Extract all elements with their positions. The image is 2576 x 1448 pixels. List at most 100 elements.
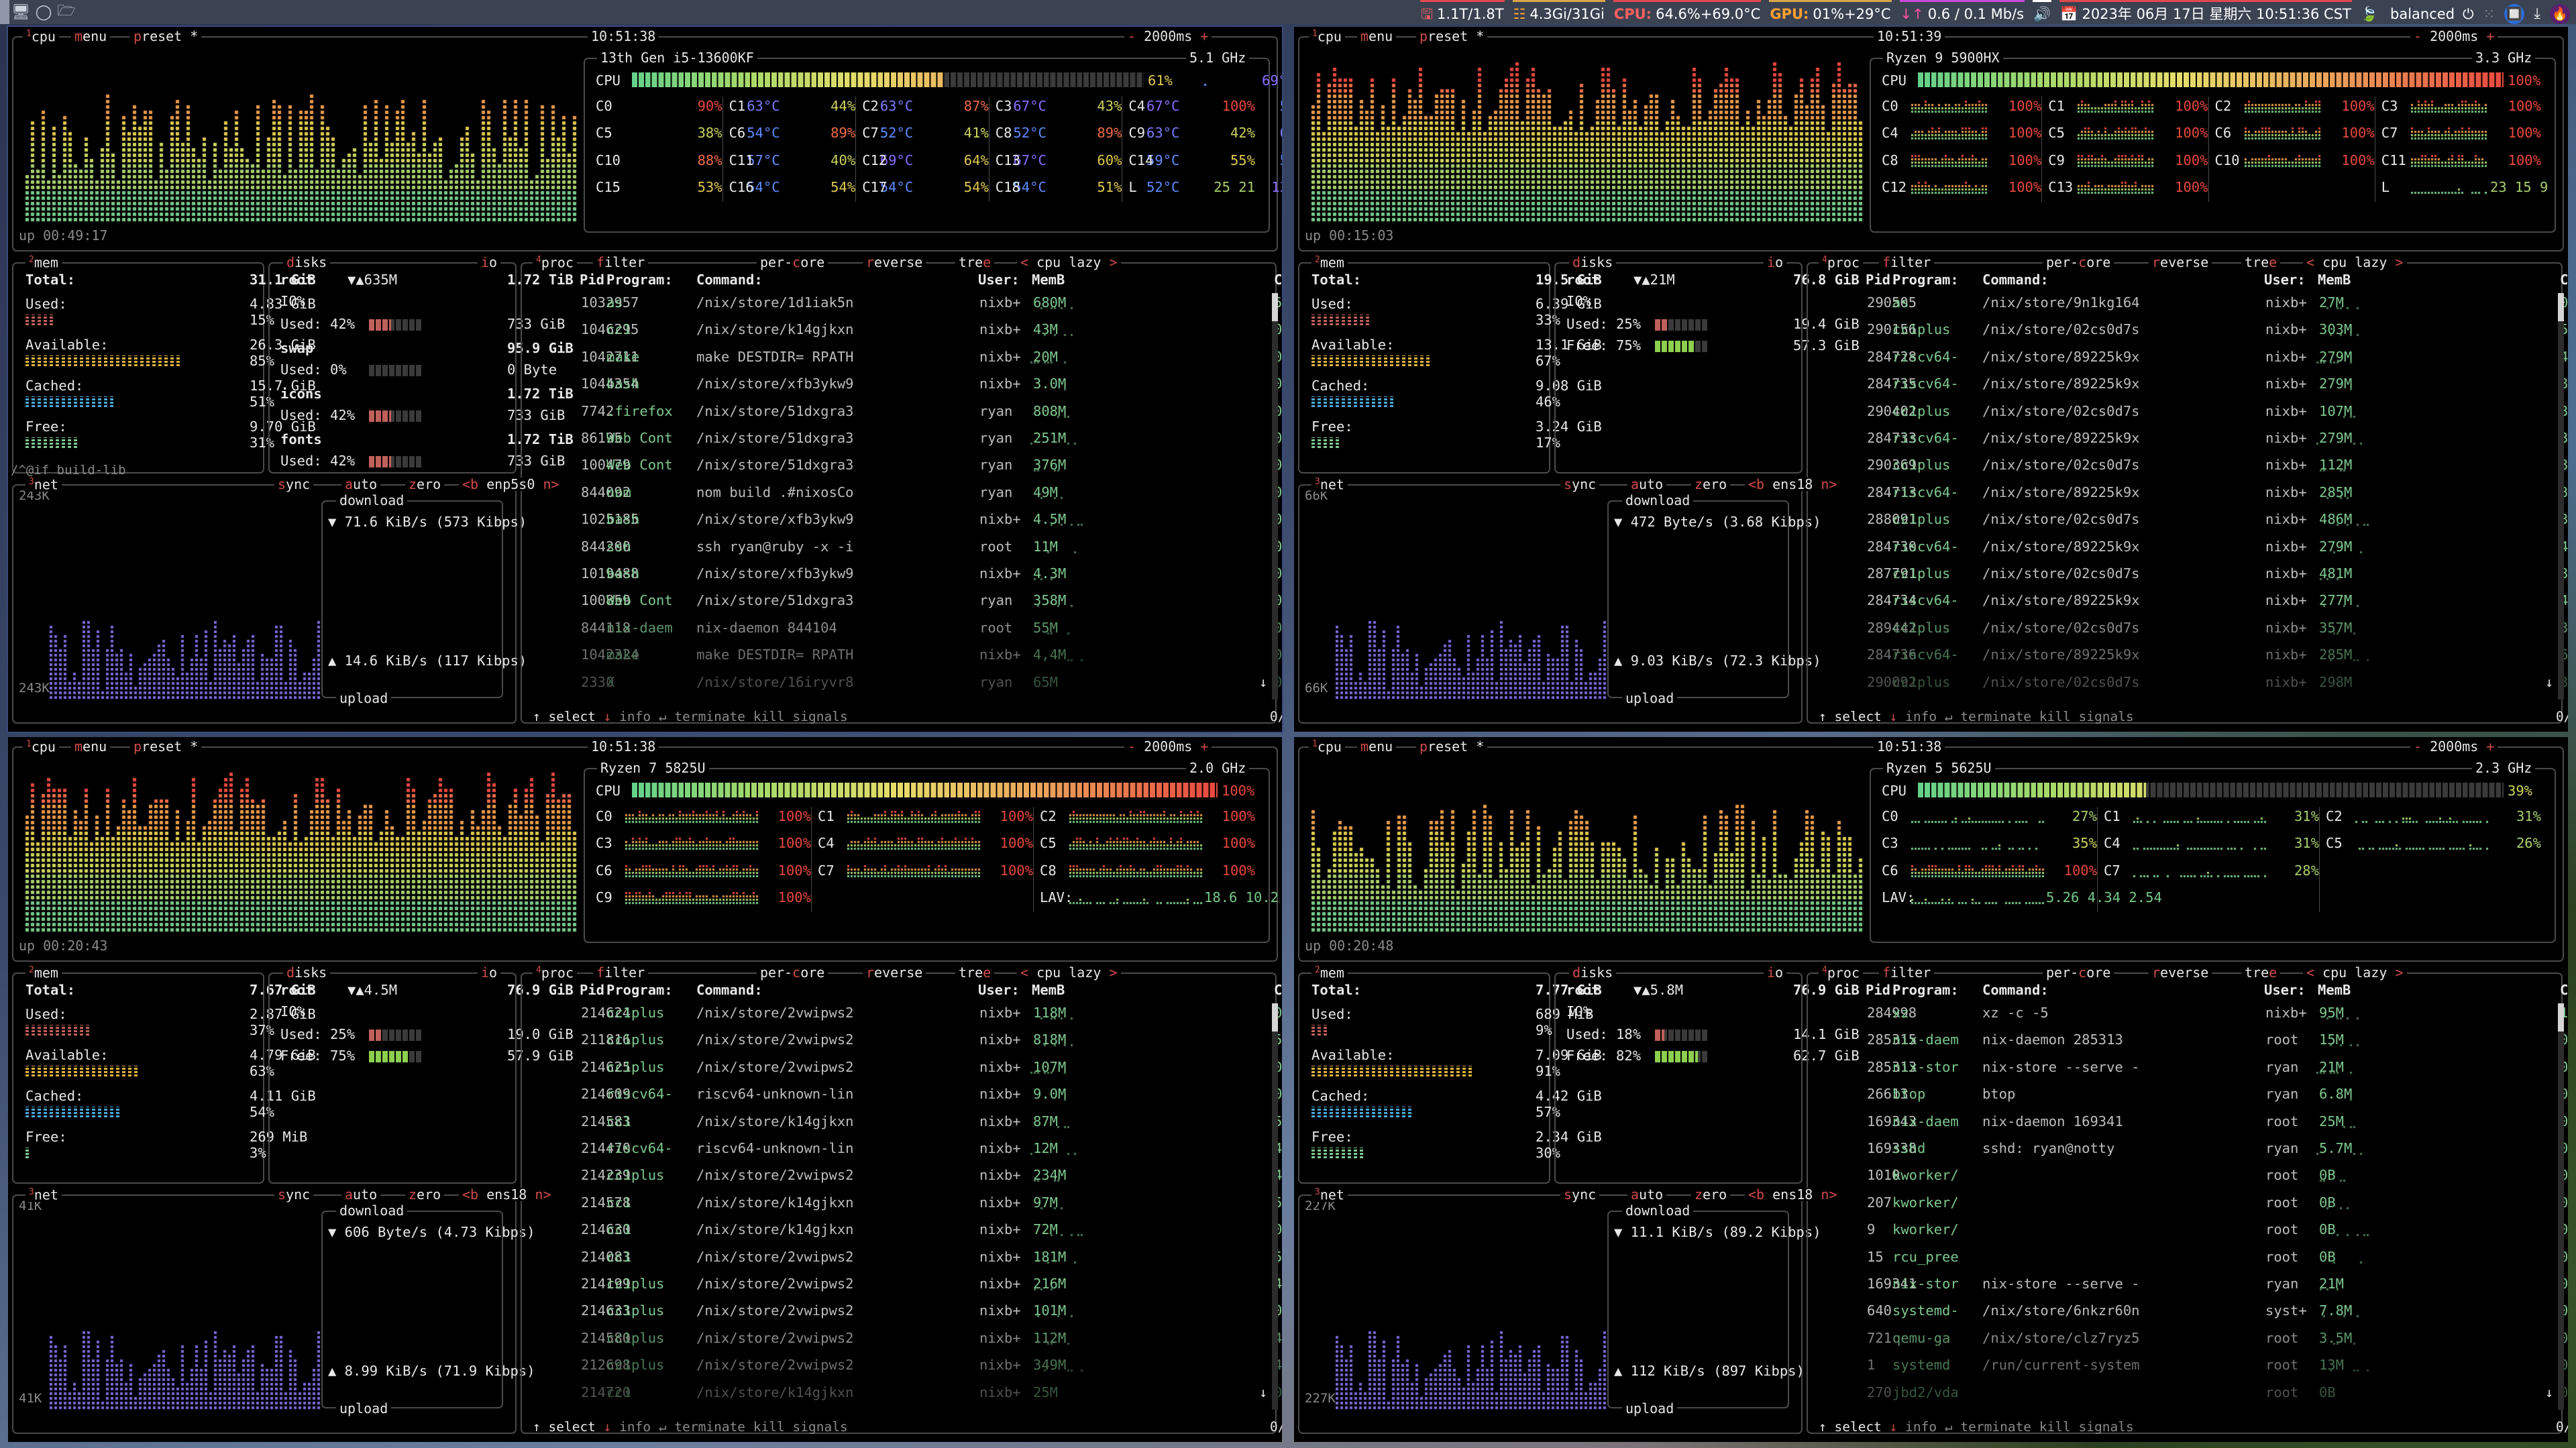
net-sync-button[interactable]: sync xyxy=(1560,478,1600,491)
proc-percore-button[interactable]: per-core xyxy=(757,256,828,269)
proc-scroll-down-icon[interactable]: ↓ xyxy=(1259,673,1268,690)
net-zero-button[interactable]: zero xyxy=(1691,478,1731,491)
disks-io-title[interactable]: io xyxy=(1764,966,1787,979)
proc-reverse-button[interactable]: reverse xyxy=(863,256,926,269)
disks-title[interactable]: disks xyxy=(283,966,331,979)
net-sync-button[interactable]: sync xyxy=(274,478,314,491)
menu-button[interactable]: menu xyxy=(1357,740,1397,753)
net-interface-selector[interactable]: <b enp5s0 n> xyxy=(459,478,563,491)
proc-scrollbar-thumb[interactable] xyxy=(1272,1003,1278,1032)
proc-scrollbar[interactable] xyxy=(1272,1003,1278,1410)
bluetooth-tray-item[interactable]: 🔲 xyxy=(2500,0,2529,24)
tray-dots[interactable]: ⁙ xyxy=(2479,0,2500,24)
cpu-menu-title[interactable]: 1cpu xyxy=(23,30,59,44)
proc-scrollbar-thumb[interactable] xyxy=(1272,293,1278,321)
workspace-indicator[interactable] xyxy=(0,0,9,24)
net-upload-title[interactable]: upload xyxy=(336,691,392,705)
cpu-model[interactable]: Ryzen 7 5825U xyxy=(597,761,709,775)
proc-sort-selector[interactable]: < cpu lazy > xyxy=(2303,966,2407,979)
proc-keybinds[interactable]: ↑ select ↓ info ↵ terminate kill signals xyxy=(533,1419,848,1435)
proc-reverse-button[interactable]: reverse xyxy=(2149,256,2212,269)
proc-reverse-button[interactable]: reverse xyxy=(863,966,926,979)
net-upload-title[interactable]: upload xyxy=(1622,1402,1678,1415)
update-interval[interactable]: - 2000ms + xyxy=(2410,740,2498,753)
preset-button[interactable]: preset * xyxy=(1416,30,1488,43)
terminal-icon[interactable]: 🖥 xyxy=(11,3,30,21)
disks-title[interactable]: disks xyxy=(283,256,331,269)
menu-button[interactable]: menu xyxy=(71,30,111,43)
cpu-frequency[interactable]: 5.1 GHz xyxy=(1186,51,1250,64)
proc-title[interactable]: 4proc xyxy=(1819,256,1863,270)
cpu-frequency[interactable]: 2.3 GHz xyxy=(2472,761,2536,775)
net-title[interactable]: 3net xyxy=(25,1188,62,1202)
disks-title[interactable]: disks xyxy=(1569,966,1617,979)
panel-clock[interactable]: 10:51:38 xyxy=(588,740,659,753)
net-auto-button[interactable]: auto xyxy=(1627,478,1667,491)
proc-percore-button[interactable]: per-core xyxy=(757,966,828,979)
proc-scrollbar-thumb[interactable] xyxy=(2558,1003,2564,1032)
gpu-module[interactable]: GPU: 01%+29°C xyxy=(1765,0,1895,24)
net-auto-button[interactable]: auto xyxy=(341,1188,381,1201)
proc-filter-button[interactable]: filter xyxy=(593,256,649,269)
mem-title[interactable]: 2mem xyxy=(1311,966,1348,980)
disks-io-title[interactable]: io xyxy=(478,966,501,979)
clock-module[interactable]: 📅 2023年 06月 17日 星期六 10:51:36 CST xyxy=(2055,0,2356,24)
power-profile-module[interactable]: 🍃 balanced ⏻ xyxy=(2356,0,2479,24)
cpu-model[interactable]: 13th Gen i5-13600KF xyxy=(597,51,757,64)
proc-scrollbar[interactable] xyxy=(2558,293,2564,700)
cpu-module[interactable]: CPU: 64.6%+69.0°C xyxy=(1609,0,1766,24)
proc-tree-button[interactable]: tree xyxy=(2241,966,2281,979)
download-tray-item[interactable]: ⤓ xyxy=(2529,0,2545,24)
net-auto-button[interactable]: auto xyxy=(341,478,381,491)
disks-io-title[interactable]: io xyxy=(478,256,501,269)
disks-io-title[interactable]: io xyxy=(1764,256,1787,269)
proc-tree-button[interactable]: tree xyxy=(955,966,995,979)
proc-percore-button[interactable]: per-core xyxy=(2043,256,2114,269)
net-upload-title[interactable]: upload xyxy=(1622,691,1678,705)
cpu-frequency[interactable]: 3.3 GHz xyxy=(2472,51,2536,64)
net-sync-button[interactable]: sync xyxy=(1560,1188,1600,1201)
net-interface-selector[interactable]: <b ens18 n> xyxy=(459,1188,555,1201)
net-download-title[interactable]: download xyxy=(1622,494,1694,507)
net-download-title[interactable]: download xyxy=(336,1204,408,1217)
proc-scrollbar-thumb[interactable] xyxy=(2558,293,2564,321)
proc-percore-button[interactable]: per-core xyxy=(2043,966,2114,979)
panel-clock[interactable]: 10:51:38 xyxy=(588,30,659,43)
proc-title[interactable]: 4proc xyxy=(533,256,577,270)
browser-icon[interactable]: ◯ xyxy=(35,3,52,21)
proc-filter-button[interactable]: filter xyxy=(593,966,649,979)
net-interface-selector[interactable]: <b ens18 n> xyxy=(1745,1188,1841,1201)
update-interval[interactable]: - 2000ms + xyxy=(1124,740,1212,753)
mem-title[interactable]: 2mem xyxy=(25,966,62,980)
net-upload-title[interactable]: upload xyxy=(336,1402,392,1415)
btop-panel-bottom-right[interactable]: 1cpu menu preset * 10:51:38 - 2000ms + Ryzen … xyxy=(1294,737,2568,1442)
net-title[interactable]: 3net xyxy=(1311,1188,1348,1202)
net-zero-button[interactable]: zero xyxy=(405,478,445,491)
net-download-title[interactable]: download xyxy=(1622,1204,1694,1217)
update-interval[interactable]: - 2000ms + xyxy=(2410,30,2498,43)
memory-module[interactable]: ☷ 4.3Gi/31Gi xyxy=(1509,0,1609,24)
menu-button[interactable]: menu xyxy=(1357,30,1397,43)
net-zero-button[interactable]: zero xyxy=(405,1188,445,1201)
cpu-model[interactable]: Ryzen 5 5625U xyxy=(1883,761,1995,775)
net-title[interactable]: 3net xyxy=(25,478,62,492)
cpu-menu-title[interactable]: 1cpu xyxy=(23,740,59,754)
mem-title[interactable]: 2mem xyxy=(1311,256,1348,270)
net-auto-button[interactable]: auto xyxy=(1627,1188,1667,1201)
storage-module[interactable]: 🖫 1.1T/1.8T xyxy=(1416,0,1508,24)
cpu-model[interactable]: Ryzen 9 5900HX xyxy=(1883,51,2003,64)
files-icon[interactable]: 🗁 xyxy=(57,3,76,19)
proc-sort-selector[interactable]: < cpu lazy > xyxy=(1017,256,1121,269)
net-sync-button[interactable]: sync xyxy=(274,1188,314,1201)
network-module[interactable]: ↓ ↑ 0.6 / 0.1 Mb/s xyxy=(1896,0,2029,24)
proc-sort-selector[interactable]: < cpu lazy > xyxy=(2303,256,2407,269)
preset-button[interactable]: preset * xyxy=(130,30,202,43)
disks-title[interactable]: disks xyxy=(1569,256,1617,269)
net-title[interactable]: 3net xyxy=(1311,478,1348,492)
preset-button[interactable]: preset * xyxy=(1416,740,1488,753)
proc-keybinds[interactable]: ↑ select ↓ info ↵ terminate kill signals xyxy=(533,709,848,724)
proc-filter-button[interactable]: filter xyxy=(1879,256,1935,269)
proc-tree-button[interactable]: tree xyxy=(955,256,995,269)
btop-panel-top-left[interactable]: 1cpu menu preset * 10:51:38 - 2000ms + 13th G… xyxy=(7,25,1283,733)
proc-scroll-down-icon[interactable]: ↓ xyxy=(2545,1384,2554,1400)
